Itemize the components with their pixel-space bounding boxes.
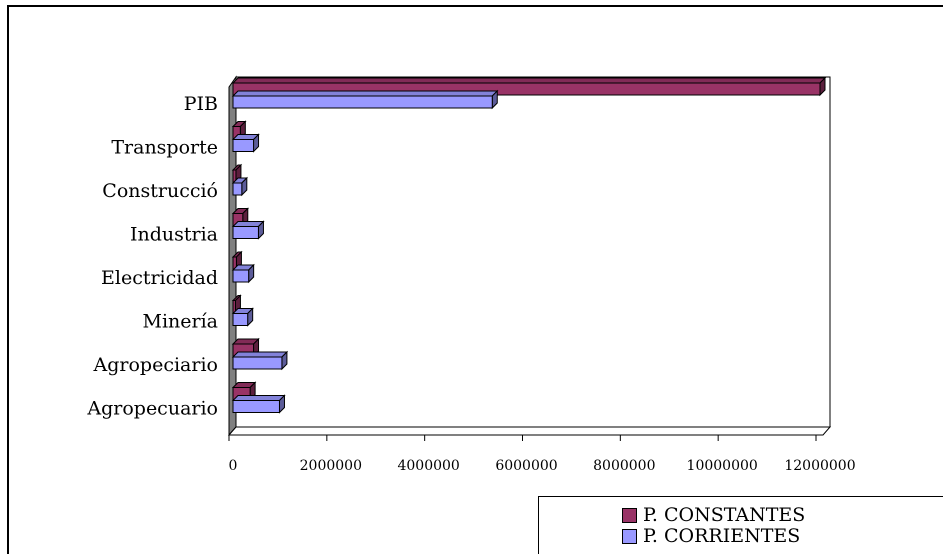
chart-walls	[227, 75, 832, 441]
legend-label-constantes: P. CONSTANTES	[643, 504, 806, 526]
bar-corrientes	[231, 350, 289, 371]
x-tick-label: 2000000	[300, 458, 362, 474]
bar-corrientes	[231, 220, 265, 240]
category-label: Agropecuario	[86, 397, 218, 419]
bars-group	[231, 76, 827, 414]
category-label: Transporte	[111, 136, 218, 158]
bar-corrientes	[231, 176, 249, 197]
legend-swatch-corrientes	[622, 528, 637, 544]
x-tick-labels: 0 2000000 4000000 6000000 8000000 10000000 120…	[229, 458, 856, 474]
bar-corrientes	[231, 263, 255, 284]
x-tick-label: 10000000	[687, 458, 758, 474]
x-tick-label: 6000000	[495, 458, 557, 474]
legend-label-corrientes: P. CORRIENTES	[643, 525, 801, 547]
x-tick-label: 4000000	[397, 458, 459, 474]
category-labels: PIB Transporte Construcció Industria Electri…	[86, 93, 218, 420]
category-label: Minería	[143, 310, 219, 332]
legend-item-corrientes: P. CORRIENTES	[622, 525, 800, 547]
legend-item-constantes: P. CONSTANTES	[622, 504, 805, 526]
category-label: Agropeciario	[93, 354, 218, 376]
category-label: PIB	[184, 93, 218, 115]
category-label: Industria	[130, 223, 218, 245]
x-tick-label: 8000000	[593, 458, 655, 474]
x-tick-label: 12000000	[784, 458, 855, 474]
category-label: Construcció	[102, 180, 218, 202]
floor	[227, 426, 832, 436]
bar-constantes	[231, 294, 242, 314]
bar-corrientes	[231, 89, 499, 110]
x-tick-label: 0	[229, 458, 238, 474]
legend: P. CONSTANTES P. CORRIENTES	[538, 496, 943, 554]
bar-corrientes	[231, 133, 260, 153]
legend-swatch-constantes	[622, 507, 637, 523]
back-wall	[235, 76, 831, 428]
bar-corrientes	[231, 307, 254, 327]
bar-corrientes	[231, 394, 286, 414]
category-label: Electricidad	[101, 267, 218, 289]
